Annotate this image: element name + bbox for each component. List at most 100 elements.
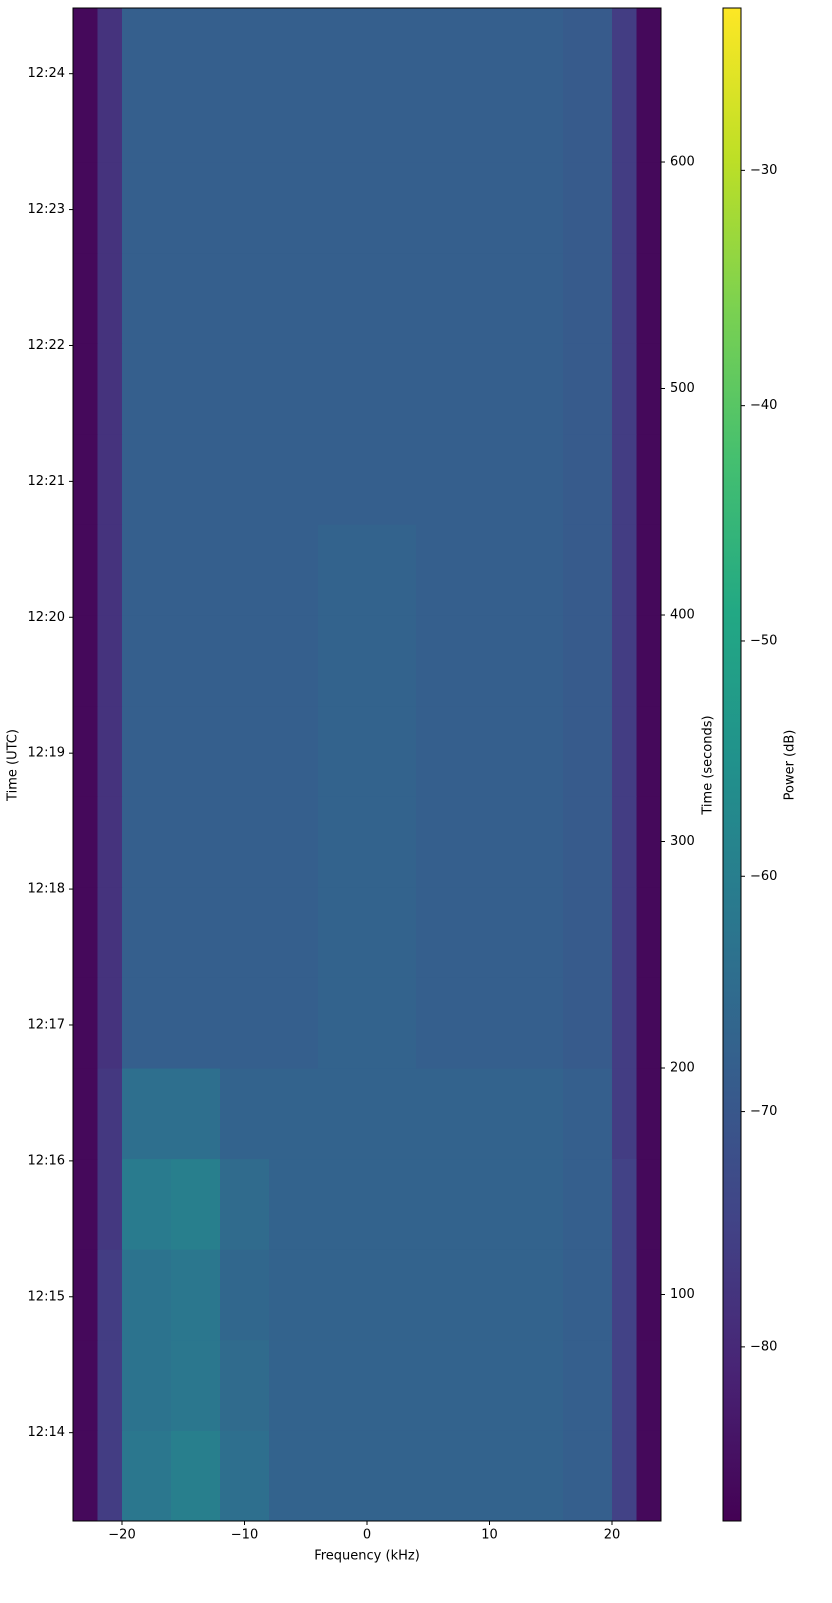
spectrogram-cell [269, 433, 319, 525]
spectrogram-cell [269, 615, 319, 707]
spectrogram-cell [416, 252, 466, 344]
spectrogram-cell [563, 252, 613, 344]
spectrogram-cell [465, 1249, 515, 1341]
spectrogram-cell [97, 252, 123, 344]
spectrogram-cell [220, 1339, 270, 1431]
spectrogram-cell [465, 252, 515, 344]
spectrogram-cell [465, 705, 515, 797]
spectrogram-cell [73, 1430, 98, 1522]
spectrogram-cell [318, 162, 368, 254]
spectrogram-cell [563, 1430, 613, 1522]
y2-tick-label: 100 [670, 1287, 695, 1302]
spectrogram-cell [318, 977, 368, 1069]
x-tick-label: 10 [481, 1528, 498, 1543]
spectrogram-cell [465, 886, 515, 978]
spectrogram-cell [122, 8, 172, 163]
spectrogram-cell [514, 886, 564, 978]
spectrogram-cell [465, 343, 515, 435]
spectrogram-cell [514, 705, 564, 797]
spectrogram-cell [563, 8, 613, 163]
spectrogram-cell [122, 615, 172, 707]
x-tick-label: 20 [604, 1528, 621, 1543]
spectrogram-cell [636, 8, 662, 163]
spectrogram-cell [122, 886, 172, 978]
spectrogram-cell [612, 1068, 637, 1160]
spectrogram-cell [367, 252, 417, 344]
spectrogram-cell [636, 796, 662, 888]
spectrogram-cell [269, 796, 319, 888]
spectrogram-cell [612, 162, 637, 254]
spectrogram-cell [563, 615, 613, 707]
spectrogram-cell [220, 162, 270, 254]
spectrogram-cell [122, 705, 172, 797]
spectrogram-cell [612, 1158, 637, 1250]
spectrogram-cell [220, 433, 270, 525]
spectrogram-cell [122, 1339, 172, 1431]
spectrogram-cell [514, 1249, 564, 1341]
spectrogram-cell [73, 1249, 98, 1341]
spectrogram-cell [612, 977, 637, 1069]
spectrogram-cell [636, 615, 662, 707]
colorbar-label: Power (dB) [783, 730, 798, 801]
spectrogram-cell [318, 433, 368, 525]
spectrogram-cell [318, 1430, 368, 1522]
spectrogram-cell [465, 1339, 515, 1431]
spectrogram-cell [367, 615, 417, 707]
spectrogram-cell [612, 8, 637, 163]
spectrogram-cell [122, 252, 172, 344]
spectrogram-cell [636, 1068, 662, 1160]
spectrogram-cell [514, 796, 564, 888]
spectrogram-cell [367, 1430, 417, 1522]
spectrogram-cell [269, 8, 319, 163]
spectrogram-cell [563, 1339, 613, 1431]
spectrogram [73, 8, 662, 1522]
spectrogram-cell [416, 1068, 466, 1160]
spectrogram-cell [563, 1158, 613, 1250]
spectrogram-cell [514, 1068, 564, 1160]
spectrogram-cell [122, 1430, 172, 1522]
spectrogram-cell [318, 343, 368, 435]
y-tick-label: 12:21 [28, 474, 65, 489]
spectrogram-cell [636, 162, 662, 254]
spectrogram-cell [97, 1068, 123, 1160]
spectrogram-cell [220, 524, 270, 616]
spectrogram-cell [171, 1430, 221, 1522]
spectrogram-cell [269, 1249, 319, 1341]
spectrogram-cell [318, 252, 368, 344]
spectrogram-cell [465, 1430, 515, 1522]
spectrogram-cell [612, 1430, 637, 1522]
spectrogram-cell [563, 977, 613, 1069]
spectrogram-cell [416, 433, 466, 525]
spectrogram-cell [122, 796, 172, 888]
spectrogram-cell [367, 8, 417, 163]
spectrogram-cell [122, 1068, 172, 1160]
spectrogram-cell [171, 524, 221, 616]
spectrogram-cell [514, 8, 564, 163]
spectrogram-cell [367, 886, 417, 978]
spectrogram-cell [514, 977, 564, 1069]
spectrogram-cell [612, 705, 637, 797]
spectrogram-cell [636, 343, 662, 435]
spectrogram-cell [97, 615, 123, 707]
spectrogram-cell [122, 343, 172, 435]
spectrogram-cell [636, 1430, 662, 1522]
spectrogram-cell [612, 524, 637, 616]
spectrogram-cell [220, 8, 270, 163]
colorbar-tick-label: −80 [750, 1339, 777, 1354]
y-tick-label: 12:19 [28, 746, 65, 761]
spectrogram-cell [171, 8, 221, 163]
y2-tick-label: 500 [670, 381, 695, 396]
spectrogram-cell [122, 162, 172, 254]
spectrogram-cell [563, 1249, 613, 1341]
spectrogram-cell [97, 977, 123, 1069]
spectrogram-cell [367, 343, 417, 435]
spectrogram-cell [171, 705, 221, 797]
spectrogram-cell [514, 1158, 564, 1250]
spectrogram-cell [367, 705, 417, 797]
colorbar-tick-label: −60 [750, 869, 777, 884]
spectrogram-cell [220, 705, 270, 797]
spectrogram-cell [465, 977, 515, 1069]
spectrogram-cell [97, 433, 123, 525]
spectrogram-cell [171, 162, 221, 254]
